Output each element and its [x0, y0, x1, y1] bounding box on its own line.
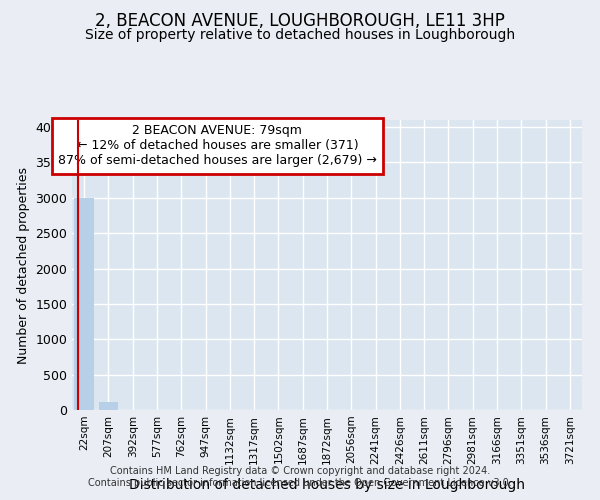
Text: 2, BEACON AVENUE, LOUGHBOROUGH, LE11 3HP: 2, BEACON AVENUE, LOUGHBOROUGH, LE11 3HP	[95, 12, 505, 30]
Bar	[99, 402, 118, 410]
Text: 2 BEACON AVENUE: 79sqm
← 12% of detached houses are smaller (371)
87% of semi-de: 2 BEACON AVENUE: 79sqm ← 12% of detached…	[58, 124, 377, 168]
X-axis label: Distribution of detached houses by size in Loughborough: Distribution of detached houses by size …	[129, 478, 525, 492]
Text: Contains HM Land Registry data © Crown copyright and database right 2024.
Contai: Contains HM Land Registry data © Crown c…	[88, 466, 512, 487]
Y-axis label: Number of detached properties: Number of detached properties	[17, 166, 30, 364]
Text: Size of property relative to detached houses in Loughborough: Size of property relative to detached ho…	[85, 28, 515, 42]
Bar	[74, 198, 94, 410]
